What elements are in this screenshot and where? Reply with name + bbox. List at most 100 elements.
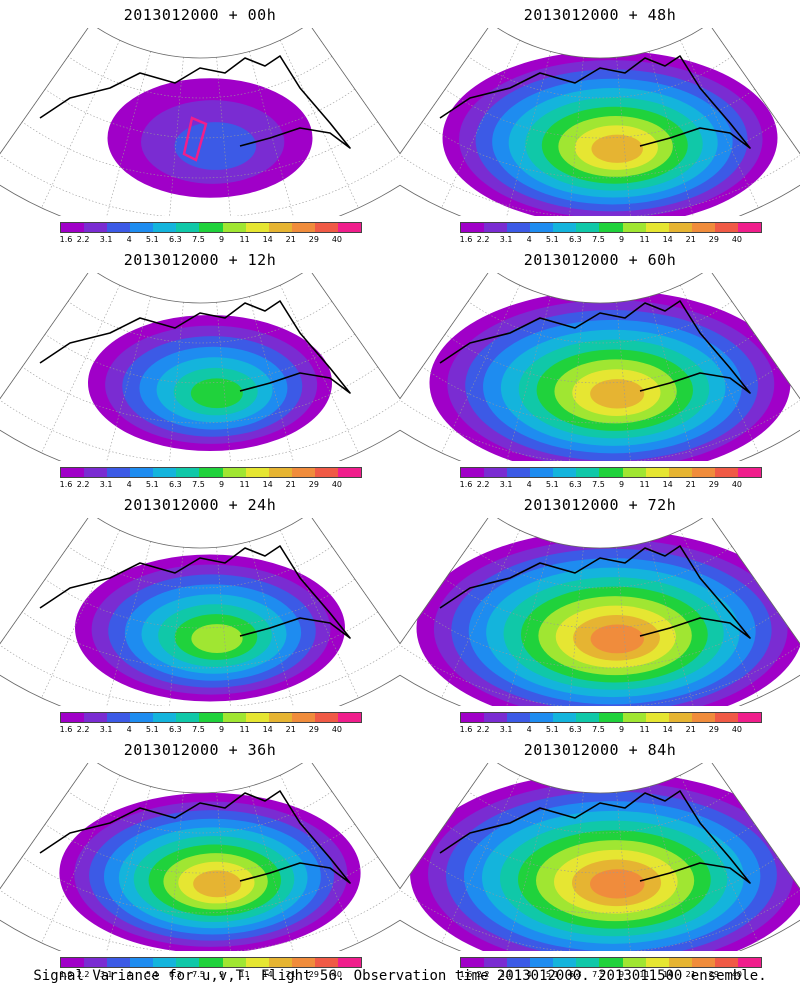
map-outline [0,273,400,461]
parallel [422,121,778,179]
colorbar-swatch [484,958,508,967]
parallel [422,856,778,914]
colorbar-tick-label: 11 [239,480,250,489]
parallel [444,823,756,874]
panel-title: 2013012000 + 60h [523,251,677,269]
colorbar-swatch [691,468,715,477]
colorbar: 1.6 2.2 3.1 4 5.1 6.3 7.5 9 11 14 21 29 40 [460,957,762,985]
colorbar-tick-label: 5.1 [145,970,159,979]
parallel [422,611,778,669]
colorbar-ticks: 1.6 2.2 3.1 4 5.1 6.3 7.5 9 11 14 21 29 40 [60,480,360,492]
colorbar-tick-label: 9 [218,480,225,489]
colorbar-tick-label: 21 [685,725,696,734]
variance-contour-fill [590,379,645,409]
parallel [467,56,733,99]
colorbar-swatch [268,713,292,722]
colorbar-tick-label: 4 [526,970,532,979]
colorbar-swatch [461,223,485,232]
colorbar-swatch [599,958,623,967]
colorbar-tick-label: 11 [239,970,250,979]
colorbar-swatch [553,713,577,722]
colorbar-tick-label: 7.5 [592,725,605,734]
colorbar-tick-label: 21 [285,480,296,489]
colorbar-swatch [576,223,600,232]
colorbar-tick-label: 29 [308,725,319,734]
variance-field [88,315,332,451]
meridian [616,302,631,461]
colorbar-swatch [553,468,577,477]
meridian [569,547,584,706]
colorbar-swatch [130,958,154,967]
colorbar-tick-label: 7.5 [192,970,205,979]
colorbar-swatch [507,958,531,967]
colorbar-swatch [668,958,692,967]
colorbar-strip [460,467,762,478]
meridian [216,57,231,216]
meridian [248,296,294,461]
colorbar-swatch [337,958,362,967]
colorbar-tick-label: 29 [708,725,719,734]
colorbar-tick-label: 11 [239,725,250,734]
colorbar: 1.6 2.2 3.1 4 5.1 6.3 7.5 9 11 14 21 29 40 [460,712,762,740]
meridian [106,786,152,951]
colorbar-swatch [576,958,600,967]
colorbar-tick-label: 29 [308,480,319,489]
colorbar-tick-label: 5.1 [145,235,159,244]
meridian [248,786,294,951]
colorbar-tick-label: 11 [639,725,650,734]
colorbar-swatch [291,468,315,477]
meridian [216,547,231,706]
colorbar-tick-label: 40 [331,725,343,734]
meridian [216,792,231,951]
colorbar-strip [60,957,362,968]
colorbar-ticks: 1.6 2.2 3.1 4 5.1 6.3 7.5 9 11 14 21 29 40 [60,235,360,247]
colorbar-tick-label: 1.6 [59,970,73,979]
colorbar-tick-label: 11 [639,235,650,244]
colorbar-swatch [737,468,762,477]
colorbar-swatch [130,223,154,232]
panel-title: 2013012000 + 36h [123,741,277,759]
variance-field [416,529,800,706]
parallel [67,546,333,589]
colorbar-tick-label: 7.5 [592,235,605,244]
colorbar-swatch [199,713,223,722]
colorbar-tick-label: 40 [331,480,343,489]
colorbar-tick-label: 14 [662,235,673,244]
colorbar-tick-label: 40 [731,480,743,489]
colorbar-tick-label: 5.1 [545,725,559,734]
colorbar-swatch [553,958,577,967]
parallel [22,856,378,914]
colorbar-swatch [176,713,200,722]
colorbar-tick-label: 4 [126,725,132,734]
colorbar-tick-label: 6.3 [569,480,582,489]
colorbar: 1.6 2.2 3.1 4 5.1 6.3 7.5 9 11 14 21 29 40 [60,222,362,250]
colorbar-swatch [599,223,623,232]
colorbar-swatch [714,713,738,722]
colorbar-tick-label: 2.2 [476,480,490,489]
observation-box [182,116,208,162]
meridian [680,40,759,208]
colorbar-swatch [153,713,177,722]
colorbar-tick-label: 21 [685,480,696,489]
colorbar-swatch [245,223,269,232]
panel-title: 2013012000 + 24h [123,496,277,514]
meridian [216,302,231,461]
colorbar-swatch [199,468,223,477]
variance-contour-fill [590,624,644,654]
meridian [106,541,152,706]
forecast-panel: 2013012000 + 84h 1.6 2.2 3.1 4 5.1 6.3 7.5 9 11 14… [400,735,800,980]
colorbar-swatch [84,958,108,967]
meridian [41,40,120,208]
coastline [439,545,751,639]
colorbar-swatch [268,958,292,967]
meridian [506,786,552,951]
parallel [67,301,333,344]
colorbar-tick-label: 1.6 [59,235,73,244]
colorbar-swatch [61,713,85,722]
meridian [441,530,520,698]
colorbar-swatch [222,958,246,967]
colorbar-swatch [553,223,577,232]
parallel [467,791,733,834]
colorbar-swatch [107,713,131,722]
colorbar-swatch [599,713,623,722]
